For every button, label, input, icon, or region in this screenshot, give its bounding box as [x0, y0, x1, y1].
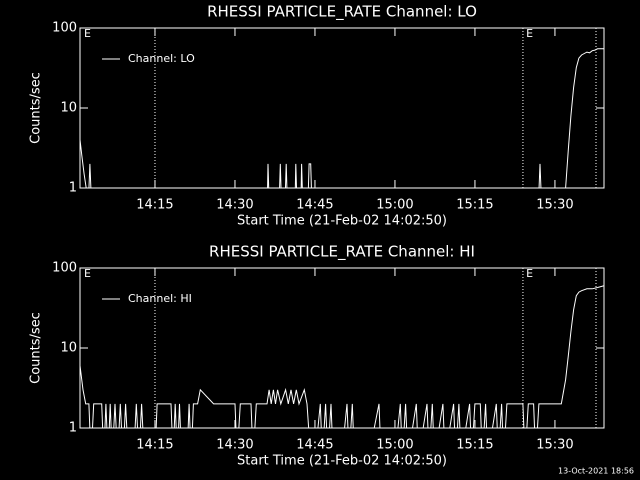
x-tick-label: 14:45: [296, 438, 333, 453]
x-tick-label: 15:00: [376, 198, 413, 213]
y-tick-label: 100: [52, 261, 77, 276]
x-tick-label: 14:30: [216, 438, 253, 453]
y-tick-label: 100: [52, 21, 77, 36]
series-line: [80, 285, 604, 428]
x-tick-label: 15:00: [376, 438, 413, 453]
y-tick-label: 1: [69, 181, 77, 196]
series-line: [80, 48, 604, 188]
y-tick-label: 1: [69, 421, 77, 436]
annotation: E: [84, 267, 91, 280]
y-tick-label: 10: [60, 101, 77, 116]
legend-label: Channel: LO: [128, 52, 195, 65]
x-tick-label: 14:15: [136, 198, 173, 213]
x-axis-label: Start Time (21-Feb-02 14:02:50): [237, 214, 447, 229]
annotation: E: [84, 27, 91, 40]
chart-title: RHESSI PARTICLE_RATE Channel: HI: [209, 243, 475, 262]
x-tick-label: 15:30: [536, 438, 573, 453]
legend-label: Channel: HI: [128, 292, 192, 305]
x-axis-label: Start Time (21-Feb-02 14:02:50): [237, 454, 447, 469]
x-tick-label: 15:15: [456, 198, 493, 213]
x-tick-label: 14:45: [296, 198, 333, 213]
x-tick-label: 14:30: [216, 198, 253, 213]
annotation: E: [526, 27, 533, 40]
x-tick-label: 14:15: [136, 438, 173, 453]
chart-title: RHESSI PARTICLE_RATE Channel: LO: [207, 3, 477, 22]
y-tick-label: 10: [60, 341, 77, 356]
annotation: E: [526, 267, 533, 280]
footer: 13-Oct-2021 18:56: [558, 467, 634, 476]
y-axis-label: Counts/sec: [29, 312, 44, 384]
y-axis-label: Counts/sec: [29, 72, 44, 144]
x-tick-label: 15:15: [456, 438, 493, 453]
x-tick-label: 15:30: [536, 198, 573, 213]
